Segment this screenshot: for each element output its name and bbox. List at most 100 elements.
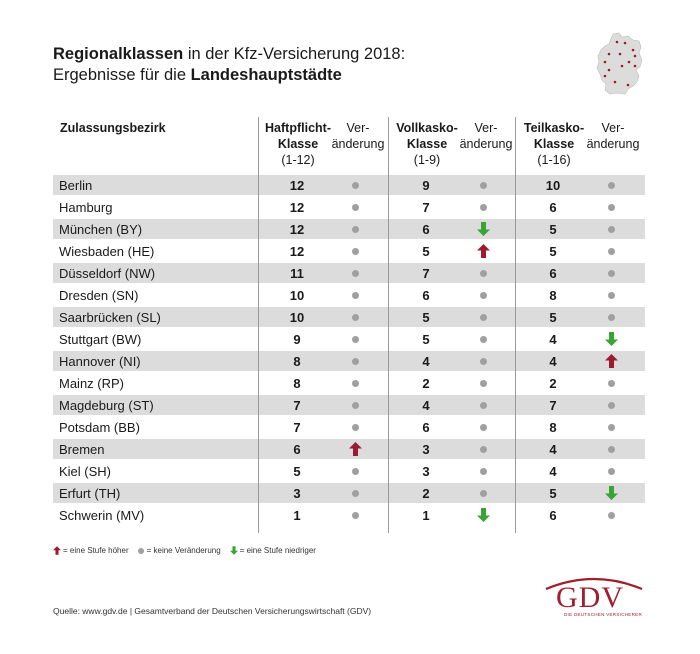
voll-value: 5 (422, 332, 430, 347)
teil-value: 7 (549, 398, 557, 413)
header-ver-line1: Ver- (346, 121, 370, 135)
haft-value: 10 (289, 310, 305, 325)
neutral-dot-icon (352, 512, 359, 519)
legend-down-label: = eine Stufe niedriger (239, 546, 316, 555)
title-rest-1: in der Kfz-Versicherung 2018: (183, 45, 406, 63)
neutral-dot-icon (352, 490, 359, 497)
title-bold-1: Regionalklassen (53, 45, 184, 63)
header-ver-line2: änderung (331, 137, 385, 151)
city-name: Mainz (RP) (59, 376, 125, 391)
neutral-dot-icon (480, 468, 487, 475)
haft-value: 12 (289, 244, 305, 259)
city-name: Potsdam (BB) (59, 420, 140, 435)
header-teilkasko-line1: Teilkasko- (523, 121, 585, 135)
neutral-dot-icon (480, 314, 487, 321)
legend-none: = keine Veränderung (137, 546, 221, 555)
voll-value: 5 (422, 310, 430, 325)
header-ver-line1: Ver- (601, 121, 625, 135)
header-teilkasko: Teilkasko- Klasse (1-16) (514, 120, 594, 168)
teil-value: 6 (549, 266, 557, 281)
header-vollkasko-line1: Vollkasko- (396, 121, 458, 135)
haft-value: 12 (289, 200, 305, 215)
teil-value: 4 (549, 442, 557, 457)
neutral-dot-icon (608, 402, 615, 409)
haft-value: 9 (293, 332, 301, 347)
neutral-dot-icon (608, 182, 615, 189)
logo-subtitle: DIE DEUTSCHEN VERSICHERER (564, 612, 643, 617)
neutral-dot-icon (480, 446, 487, 453)
neutral-dot-icon (480, 380, 487, 387)
haft-value: 11 (290, 266, 304, 281)
city-name: München (BY) (59, 222, 143, 237)
haft-value: 5 (293, 464, 301, 479)
neutral-dot-icon (352, 314, 359, 321)
haft-value: 8 (293, 354, 301, 369)
neutral-dot-icon (608, 270, 615, 277)
haft-value: 7 (293, 398, 301, 413)
haft-value: 7 (293, 420, 301, 435)
voll-value: 3 (422, 442, 430, 457)
legend-down: = eine Stufe niedriger (229, 546, 316, 555)
teil-value: 5 (549, 486, 557, 501)
header-ver-line2: änderung (459, 137, 513, 151)
city-name: Berlin (59, 178, 93, 193)
table-row: Kiel (SH) 5 3 4 (53, 461, 645, 481)
header-vollkasko-line2: Klasse (406, 137, 448, 151)
city-name: Stuttgart (BW) (59, 332, 142, 347)
neutral-dot-icon (608, 468, 615, 475)
table-row: Saarbrücken (SL) 10 5 5 (53, 307, 645, 327)
table-row: Wiesbaden (HE) 12 5 5 (53, 241, 645, 261)
teil-value: 4 (549, 464, 557, 479)
arrow-down-icon (605, 486, 618, 500)
arrow-down-icon (605, 332, 618, 346)
city-name: Schwerin (MV) (59, 508, 145, 523)
legend-up-label: = eine Stufe höher (63, 546, 129, 555)
table-row: Hamburg 12 7 6 (53, 197, 645, 217)
voll-value: 1 (422, 508, 430, 523)
table-row: Dresden (SN) 10 6 8 (53, 285, 645, 305)
voll-value: 9 (422, 178, 430, 193)
city-name: Düsseldorf (NW) (59, 266, 156, 281)
table-row: Düsseldorf (NW) 11 7 6 (53, 263, 645, 283)
header-ver-line1: Ver- (474, 121, 498, 135)
haft-value: 3 (293, 486, 301, 501)
neutral-dot-icon (480, 358, 487, 365)
neutral-dot-icon (608, 512, 615, 519)
header-haftpflicht-range: (1-12) (281, 153, 315, 167)
table-row: Bremen 6 3 4 (53, 439, 645, 459)
voll-value: 6 (422, 222, 430, 237)
table-row: Potsdam (BB) 7 6 8 (53, 417, 645, 437)
neutral-dot-icon (352, 248, 359, 255)
city-name: Magdeburg (ST) (59, 398, 154, 413)
neutral-dot-icon (480, 402, 487, 409)
teil-value: 5 (549, 244, 557, 259)
neutral-dot-icon (608, 226, 615, 233)
header-vollkasko: Vollkasko- Klasse (1-9) (387, 120, 467, 168)
neutral-dot-icon (480, 182, 487, 189)
neutral-dot-icon (608, 424, 615, 431)
column-divider (515, 117, 516, 533)
voll-value: 7 (422, 266, 430, 281)
neutral-dot-icon (352, 380, 359, 387)
arrow-down-icon (229, 546, 238, 555)
voll-value: 3 (422, 464, 430, 479)
city-name: Wiesbaden (HE) (59, 244, 155, 259)
voll-value: 2 (422, 486, 430, 501)
table-row: Magdeburg (ST) 7 4 7 (53, 395, 645, 415)
legend-up: = eine Stufe höher (53, 546, 129, 555)
table-row: Berlin 12 9 10 (53, 175, 645, 195)
header-teilkasko-range: (1-16) (537, 153, 571, 167)
neutral-dot-icon (352, 424, 359, 431)
voll-value: 4 (422, 354, 430, 369)
voll-value: 6 (422, 288, 430, 303)
city-name: Erfurt (TH) (59, 486, 121, 501)
title-bold-2: Landeshauptstädte (190, 66, 342, 84)
header-haftpflicht-line1: Haftpflicht- (265, 121, 331, 135)
neutral-dot-icon (352, 468, 359, 475)
neutral-dot-icon (480, 490, 487, 497)
title-rest-2: Ergebnisse für die (53, 66, 191, 84)
neutral-dot-icon (480, 270, 487, 277)
logo-text: GDV (556, 581, 624, 614)
haft-value: 6 (293, 442, 301, 457)
voll-value: 4 (422, 398, 430, 413)
